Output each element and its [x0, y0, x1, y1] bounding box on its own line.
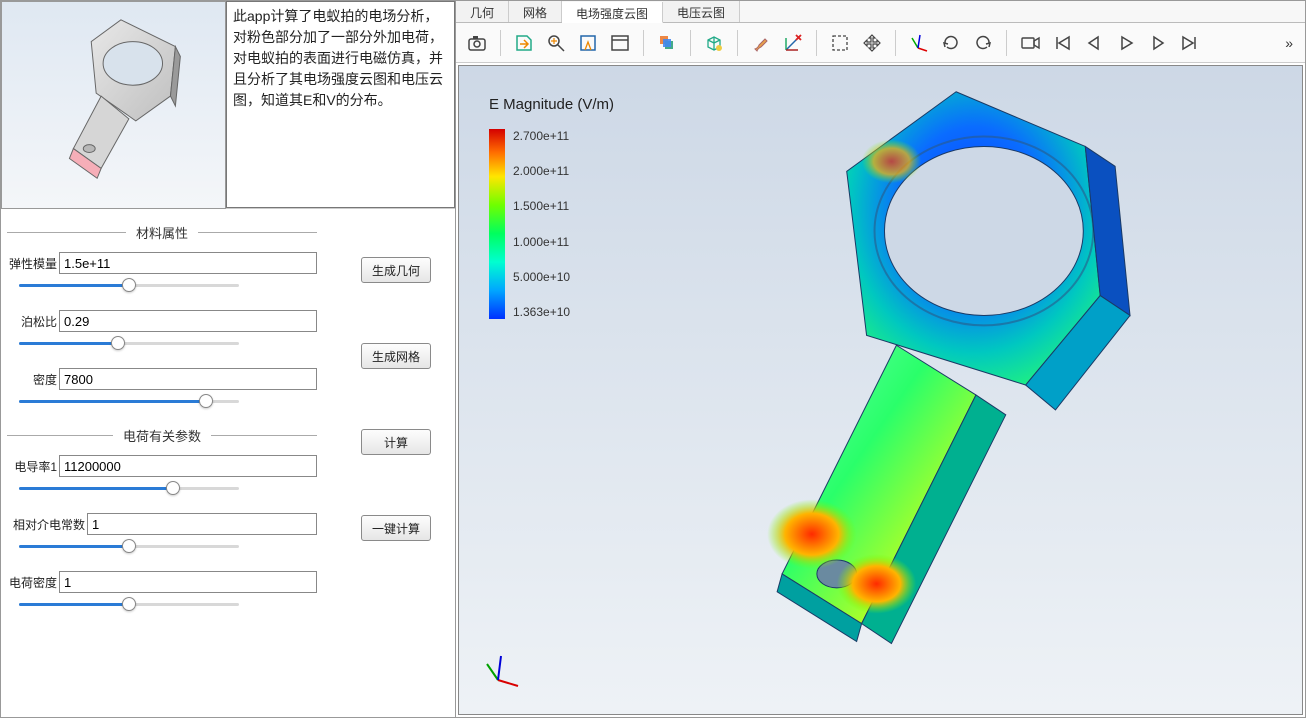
label-density: 密度 [7, 371, 59, 388]
right-panel: 几何网格电场强度云图电压云图 » [456, 1, 1305, 717]
field-poisson: 泊松比 [7, 310, 317, 332]
label-elastic-modulus: 弹性模量 [7, 255, 59, 272]
field-density: 密度 [7, 368, 317, 390]
toolbar-separator [895, 30, 896, 56]
marquee-icon[interactable] [825, 28, 855, 58]
section-charge-title: 电荷有关参数 [113, 426, 211, 445]
move-icon[interactable] [857, 28, 887, 58]
generate-geometry-button[interactable]: 生成几何 [361, 257, 431, 283]
left-panel: 此app计算了电蚁拍的电场分析，对粉色部分加了一部分外加电荷，对电蚁拍的表面进行… [1, 1, 456, 717]
legend-colorbar [489, 129, 505, 319]
play-icon[interactable] [1111, 28, 1141, 58]
input-charge-density[interactable] [59, 571, 317, 593]
toolbar-separator [690, 30, 691, 56]
label-charge-density: 电荷密度 [7, 574, 59, 591]
rotate-cw-icon[interactable] [936, 28, 966, 58]
zoom-fit-icon[interactable] [541, 28, 571, 58]
slider-rel-perm[interactable] [19, 537, 239, 555]
label-rel-perm: 相对介电常数 [7, 516, 87, 533]
section-material-title: 材料属性 [126, 223, 198, 242]
slider-conductivity[interactable] [19, 479, 239, 497]
camera-icon[interactable] [462, 28, 492, 58]
legend-tick: 1.000e+11 [513, 235, 570, 249]
field-rel-perm: 相对介电常数 [7, 513, 317, 535]
slider-poisson[interactable] [19, 334, 239, 352]
toolbar-separator [816, 30, 817, 56]
toolbar-separator [643, 30, 644, 56]
field-charge-density: 电荷密度 [7, 571, 317, 593]
select-box-icon[interactable] [573, 28, 603, 58]
legend-tick: 2.000e+11 [513, 164, 570, 178]
buttons-column: 生成几何 生成网格 计算 一键计算 [317, 217, 449, 709]
input-elastic-modulus[interactable] [59, 252, 317, 274]
tab-3[interactable]: 电压云图 [663, 1, 740, 22]
form-area: 材料属性 弹性模量 泊松比 密度 [1, 209, 455, 717]
tab-2[interactable]: 电场强度云图 [562, 2, 663, 23]
legend-title: E Magnitude (V/m) [489, 96, 614, 113]
app-root: 此app计算了电蚁拍的电场分析，对粉色部分加了一部分外加电荷，对电蚁拍的表面进行… [0, 0, 1306, 718]
legend-scale: 2.700e+11 2.000e+11 1.500e+11 1.000e+11 5.00… [513, 129, 570, 319]
rotate-ccw-icon[interactable] [968, 28, 998, 58]
skip-end-icon[interactable] [1175, 28, 1205, 58]
legend-tick: 5.000e+10 [513, 270, 570, 284]
description-text: 此app计算了电蚁拍的电场分析，对粉色部分加了一部分外加电荷，对电蚁拍的表面进行… [226, 1, 455, 208]
compute-all-button[interactable]: 一键计算 [361, 515, 431, 541]
label-poisson: 泊松比 [7, 313, 59, 330]
axis-delete-icon[interactable] [778, 28, 808, 58]
brush-icon[interactable] [746, 28, 776, 58]
layers-icon[interactable] [652, 28, 682, 58]
slider-elastic-modulus[interactable] [19, 276, 239, 294]
skip-start-icon[interactable] [1047, 28, 1077, 58]
input-rel-perm[interactable] [87, 513, 317, 535]
triad-icon[interactable] [904, 28, 934, 58]
fields-column: 材料属性 弹性模量 泊松比 密度 [7, 217, 317, 709]
viewport-toolbar: » [456, 23, 1305, 63]
record-icon[interactable] [1015, 28, 1045, 58]
window-icon[interactable] [605, 28, 635, 58]
section-material: 材料属性 [7, 223, 317, 242]
section-charge: 电荷有关参数 [7, 426, 317, 445]
generate-mesh-button[interactable]: 生成网格 [361, 343, 431, 369]
color-legend: E Magnitude (V/m) 2.700e+11 2.000e+11 1.50… [489, 96, 614, 319]
tab-1[interactable]: 网格 [509, 1, 562, 22]
result-viewport[interactable]: E Magnitude (V/m) 2.700e+11 2.000e+11 1.50… [458, 65, 1303, 715]
export-icon[interactable] [509, 28, 539, 58]
legend-tick: 1.363e+10 [513, 305, 570, 319]
toolbar-separator [1006, 30, 1007, 56]
field-conductivity: 电导率1 [7, 455, 317, 477]
cube-probe-icon[interactable] [699, 28, 729, 58]
axis-triad-icon [483, 650, 523, 690]
label-conductivity: 电导率1 [7, 458, 59, 475]
result-tabs: 几何网格电场强度云图电压云图 [456, 1, 1305, 23]
step-back-icon[interactable] [1079, 28, 1109, 58]
toolbar-overflow-icon[interactable]: » [1279, 35, 1299, 51]
slider-density[interactable] [19, 392, 239, 410]
step-fwd-icon[interactable] [1143, 28, 1173, 58]
legend-tick: 2.700e+11 [513, 129, 570, 143]
field-elastic-modulus: 弹性模量 [7, 252, 317, 274]
input-conductivity[interactable] [59, 455, 317, 477]
compute-button[interactable]: 计算 [361, 429, 431, 455]
toolbar-separator [737, 30, 738, 56]
toolbar-separator [500, 30, 501, 56]
tab-0[interactable]: 几何 [456, 1, 509, 22]
top-row: 此app计算了电蚁拍的电场分析，对粉色部分加了一部分外加电荷，对电蚁拍的表面进行… [1, 1, 455, 209]
geometry-thumbnail [1, 1, 226, 209]
input-poisson[interactable] [59, 310, 317, 332]
slider-charge-density[interactable] [19, 595, 239, 613]
input-density[interactable] [59, 368, 317, 390]
legend-tick: 1.500e+11 [513, 199, 570, 213]
